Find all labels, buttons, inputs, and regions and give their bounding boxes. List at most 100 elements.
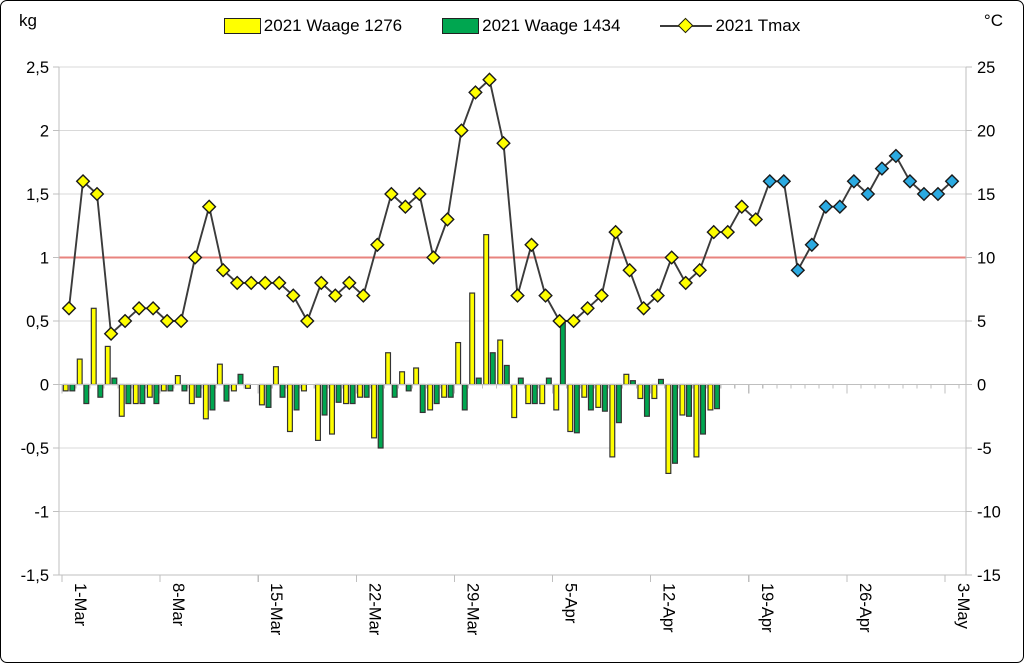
tmax-marker <box>916 186 932 202</box>
bar-waage-1276 <box>455 341 462 386</box>
bar-waage-1434 <box>293 383 300 411</box>
tmax-marker <box>356 288 371 303</box>
tmax-marker <box>412 186 427 202</box>
bar-waage-1434 <box>209 383 216 411</box>
bar-waage-1434 <box>279 383 286 398</box>
bar-waage-1276 <box>511 383 518 419</box>
bar-waage-1276 <box>160 383 167 392</box>
left-axis-tick-label: -1,5 <box>21 567 49 585</box>
right-axis-tick-label: 10 <box>977 250 995 268</box>
bar-waage-1434 <box>181 383 188 392</box>
bar-waage-1434 <box>391 383 398 398</box>
right-axis-tick-label: -5 <box>977 440 992 458</box>
tmax-marker <box>201 199 217 214</box>
bar-waage-1434 <box>700 383 707 435</box>
tmax-marker <box>285 288 301 303</box>
line-diamond-swatch-icon <box>660 17 713 34</box>
bar-waage-1434 <box>111 377 118 386</box>
tmax-marker <box>720 224 736 240</box>
tmax-marker <box>608 224 623 240</box>
bar-waage-1276 <box>76 358 83 386</box>
tmax-marker <box>370 237 385 253</box>
bar-waage-1276 <box>90 307 97 386</box>
left-axis-tick-label: 0 <box>40 377 49 395</box>
tmax-marker <box>524 237 539 253</box>
bar-waage-1276 <box>202 383 209 420</box>
tmax-marker <box>580 301 595 316</box>
bar-waage-1434 <box>433 383 440 405</box>
bar-waage-1276 <box>539 383 546 405</box>
tmax-marker <box>496 135 511 151</box>
tmax-marker <box>650 288 665 303</box>
legend-label-waage-1434: 2021 Waage 1434 <box>482 16 621 35</box>
tmax-marker <box>313 275 329 291</box>
bar-waage-1434 <box>685 383 692 417</box>
bar-waage-1434 <box>615 383 622 424</box>
tmax-marker <box>636 301 651 316</box>
left-axis-tick-label: 2 <box>40 123 49 141</box>
tmax-marker <box>257 275 273 291</box>
bar-waage-1276 <box>637 383 644 400</box>
bar-waage-1434 <box>377 383 384 449</box>
tmax-marker <box>229 275 245 291</box>
x-axis-tick-label: 22-Mar <box>365 583 383 636</box>
tmax-marker <box>510 288 525 303</box>
bar-waage-1276 <box>174 375 181 386</box>
bar-waage-1434 <box>405 383 412 392</box>
bar-waage-1276 <box>693 383 700 458</box>
left-axis-tick-label: 1,5 <box>26 186 49 204</box>
bar-waage-1434 <box>657 378 664 386</box>
bar-waage-1434 <box>237 373 244 386</box>
tmax-marker <box>790 262 806 278</box>
bar-waage-1276 <box>413 367 420 386</box>
tmax-marker <box>89 186 105 202</box>
x-axis-tick-label: 26-Apr <box>856 583 874 633</box>
bar-waage-1276 <box>216 363 223 386</box>
bar-waage-1276 <box>314 383 321 441</box>
tmax-marker <box>594 288 609 303</box>
tmax-marker <box>75 174 91 189</box>
tmax-marker <box>678 275 693 291</box>
bar-waage-1434 <box>447 383 454 398</box>
bar-waage-1434 <box>643 383 650 417</box>
bar-waage-1276 <box>595 383 602 408</box>
tmax-marker <box>748 212 764 227</box>
tmax-marker <box>61 301 77 316</box>
tmax-marker <box>482 72 497 87</box>
x-axis-tick-label: 1-Mar <box>71 583 89 627</box>
tmax-marker <box>440 212 455 227</box>
tmax-marker <box>103 326 119 341</box>
tmax-marker <box>860 186 876 202</box>
bar-waage-1276 <box>525 383 532 405</box>
bar-waage-1276 <box>651 383 658 400</box>
tmax-marker <box>468 85 483 100</box>
bar-waage-1434 <box>321 383 328 416</box>
tmax-markers <box>61 72 960 341</box>
legend-item-waage-1434: 2021 Waage 1434 <box>442 16 620 36</box>
tmax-marker <box>173 313 189 329</box>
bar-waage-1276 <box>272 366 279 386</box>
yellow-bar-swatch-icon <box>223 18 261 34</box>
tmax-marker <box>299 313 315 329</box>
bar-waage-1434 <box>601 383 608 412</box>
tmax-line <box>68 78 953 335</box>
tmax-marker <box>131 301 147 316</box>
legend-item-waage-1276: 2021 Waage 1276 <box>223 16 403 36</box>
x-axis-tick-label: 5-Apr <box>562 583 580 624</box>
bar-waage-1434 <box>363 383 370 398</box>
bar-waage-1434 <box>349 383 356 405</box>
x-axis-tick-label: 12-Apr <box>660 583 678 633</box>
right-axis-tick-label: -15 <box>977 567 1001 585</box>
tmax-marker <box>762 174 778 189</box>
tmax-marker <box>734 199 750 214</box>
left-axis-unit: kg <box>19 11 37 30</box>
x-axis-tick-label: 15-Mar <box>267 583 285 636</box>
right-axis-tick-label: 15 <box>977 186 995 204</box>
tmax-marker <box>846 174 862 189</box>
bar-series <box>62 234 721 475</box>
legend-label-waage-1276: 2021 Waage 1276 <box>263 16 403 35</box>
bar-waage-1434 <box>153 383 160 405</box>
tmax-marker <box>145 301 161 316</box>
left-axis-tick-label: -1 <box>34 504 49 522</box>
